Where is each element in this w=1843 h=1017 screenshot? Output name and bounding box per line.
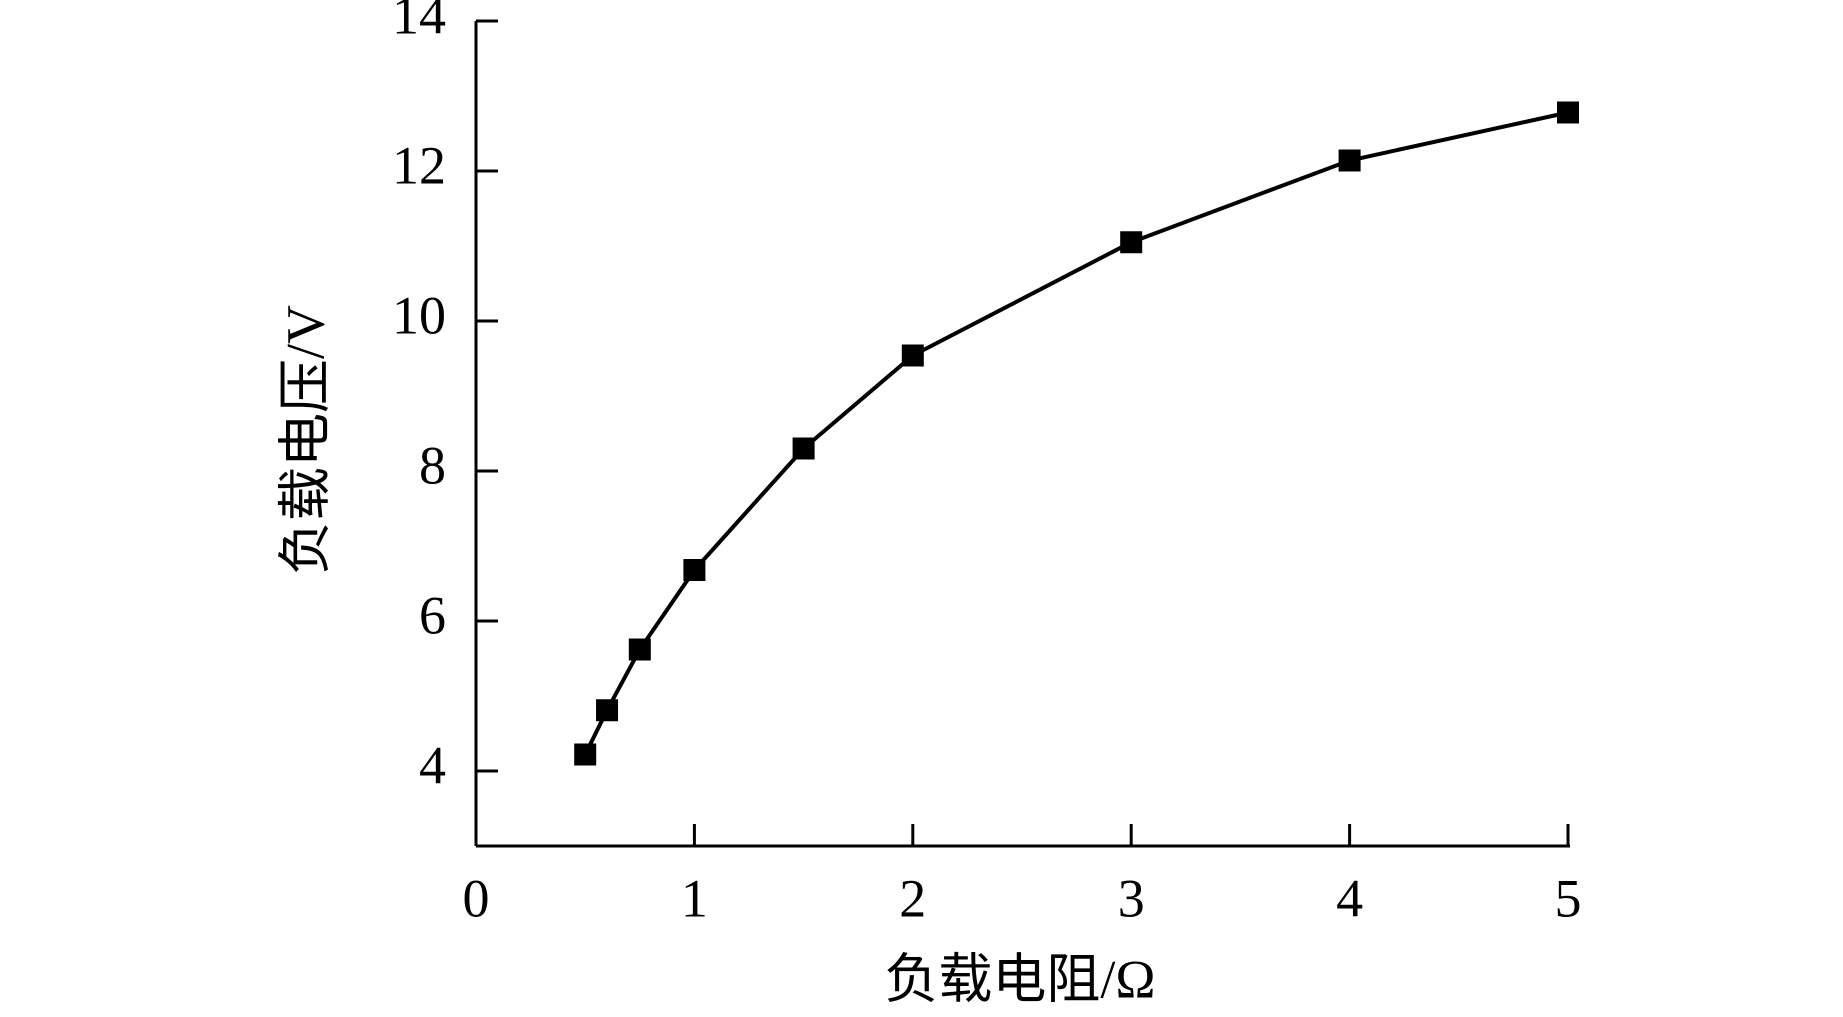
point-marker [683,559,706,581]
series-line [583,110,1569,756]
x-tick-label: 1 [681,868,708,928]
x-tick-label: 5 [1555,868,1582,928]
x-tick-label: 0 [463,868,490,928]
point-marker [901,344,924,367]
y-tick-label: 10 [392,285,446,345]
y-tick-label: 6 [419,585,446,645]
x-axis-title: 负载电阻/Ω [884,949,1155,1009]
y-axis-title: 负载电压/V [275,305,335,575]
point-marker [596,699,619,722]
point-marker [574,743,597,766]
x-tick-label: 2 [899,868,926,928]
y-tick-label: 4 [419,735,446,795]
y-tick-label: 8 [419,435,446,495]
point-marker [1557,101,1579,124]
point-marker [792,437,815,460]
y-tick-label: 12 [392,135,446,195]
point-marker [1120,231,1143,254]
y-tick-label: 14 [392,0,446,45]
x-tick-label: 3 [1118,868,1145,928]
point-marker [628,638,651,661]
point-marker [1338,149,1361,172]
x-tick-label: 4 [1336,868,1363,928]
